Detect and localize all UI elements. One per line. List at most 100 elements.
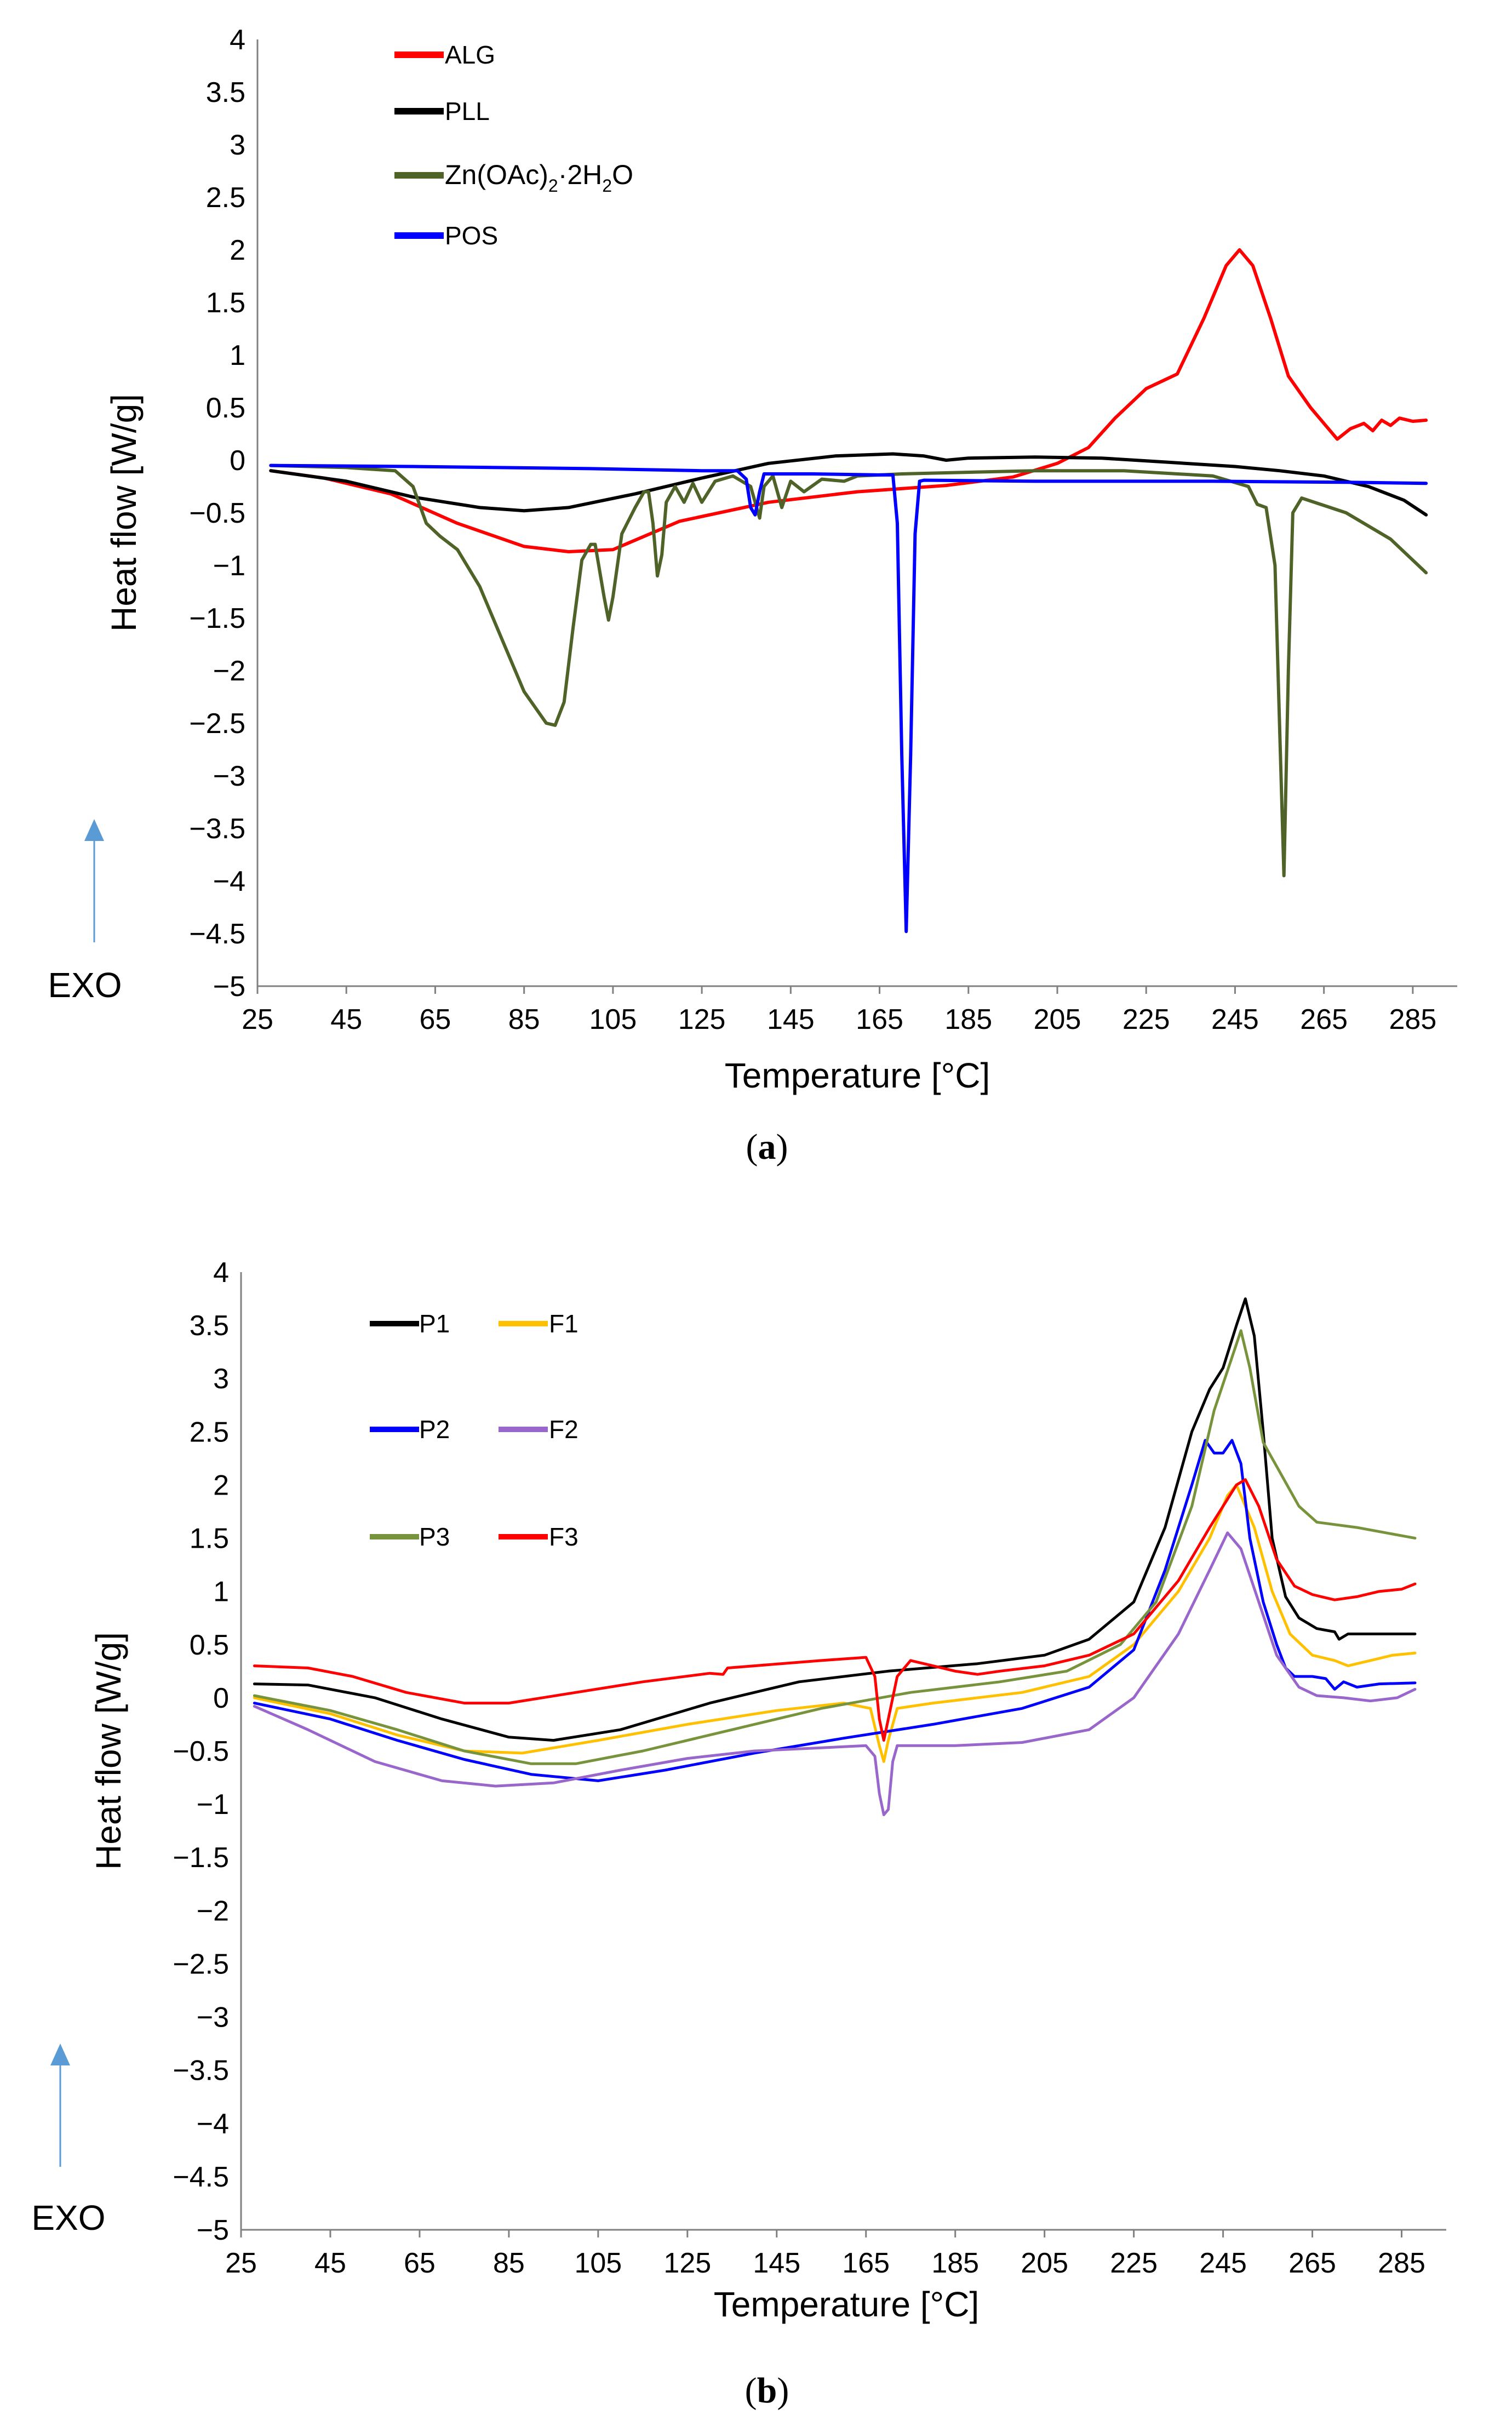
y-tick-label: −1 [213, 550, 245, 582]
y-tick-label: 3.5 [190, 1310, 229, 1342]
y-tick-label: −2 [213, 655, 245, 687]
legend-label-f1: F1 [549, 1309, 579, 1338]
y-tick-label: −2.5 [173, 1948, 229, 1980]
y-tick-label: 2 [230, 234, 245, 266]
y-tick-label: 1 [230, 340, 245, 371]
y-tick-label: −1.5 [173, 1842, 229, 1874]
x-axis-label-b: Temperature [°C] [714, 2285, 979, 2324]
y-tick-label: 2.5 [190, 1416, 229, 1448]
x-tick-label: 65 [420, 1004, 451, 1035]
y-ticks-b: 4 3.5 3 2.5 2 1.5 1 0.5 0 −0.5 −1 −1.5 −2 −2.5 −3 −3.5 −… [173, 1257, 229, 2246]
legend-label-p3: P3 [419, 1523, 450, 1551]
panel-a-chart: 4 3.5 3 2.5 2 1.5 1 0.5 0 −0.5 −1 −1.5 −2 −2.5 −3 −3.5 −… [48, 24, 1457, 1167]
y-tick-label: −3.5 [189, 813, 245, 845]
x-tick-label: 205 [1021, 2247, 1068, 2279]
panel-label-a: (a) [746, 1127, 788, 1167]
x-tick-label: 285 [1389, 1004, 1437, 1035]
x-tick-label: 125 [663, 2247, 711, 2279]
x-tick-label: 165 [856, 1004, 903, 1035]
x-axis-label-a: Temperature [°C] [725, 1056, 990, 1095]
legend-label-zinc-acetate: Zn(OAc)2·2H2O [445, 159, 633, 196]
legend-label-p2: P2 [419, 1415, 450, 1444]
y-tick-label: 1.5 [190, 1523, 229, 1555]
y-tick-label: 3 [230, 129, 245, 161]
y-tick-label: −1.5 [189, 603, 245, 634]
y-tick-label: −4 [213, 866, 245, 897]
series-line-f1 [253, 1483, 1417, 1763]
y-tick-label: 0 [213, 1682, 229, 1714]
x-tick-label: 65 [404, 2247, 436, 2279]
exo-label-b: EXO [31, 2198, 105, 2237]
y-axis-label-b: Heat flow [W/g] [89, 1632, 128, 1870]
x-tick-label: 285 [1378, 2247, 1425, 2279]
y-tick-label: 1 [213, 1576, 229, 1608]
panel-label-b: (b) [745, 2371, 789, 2411]
y-tick-label: −0.5 [173, 1736, 229, 1767]
panel-letter-b: b [757, 2371, 777, 2411]
y-tick-label: −3.5 [173, 2055, 229, 2087]
series-line-pll [269, 452, 1428, 517]
y-tick-label: 1.5 [206, 287, 245, 319]
y-axis-label-a: Heat flow [W/g] [104, 394, 144, 632]
x-tick-label: 25 [225, 2247, 257, 2279]
series-line-p1 [253, 1297, 1417, 1742]
x-tick-label: 145 [753, 2247, 800, 2279]
legend-label-alg: ALG [445, 41, 495, 69]
y-tick-label: −4.5 [189, 918, 245, 950]
x-tick-label: 265 [1300, 1004, 1348, 1035]
y-tick-label: −5 [197, 2214, 229, 2246]
series-line-f2 [253, 1531, 1417, 1816]
y-tick-label: −4 [197, 2108, 229, 2140]
y-tick-label: −5 [213, 971, 245, 1003]
exo-arrowhead-a [84, 819, 104, 841]
panel-letter-a: a [758, 1127, 776, 1167]
zinc-label-sub2: 2 [602, 176, 612, 196]
x-tick-label: 185 [944, 1004, 992, 1035]
series-line-pos [269, 463, 1428, 934]
legend-label-pos: POS [445, 221, 498, 250]
y-tick-label: 3 [213, 1363, 229, 1395]
exo-arrowhead-b [50, 2044, 70, 2065]
x-tick-label: 45 [330, 1004, 362, 1035]
series-line-p2 [253, 1439, 1417, 1782]
y-tick-label: 2 [213, 1469, 229, 1501]
x-tick-label: 85 [493, 2247, 525, 2279]
y-tick-label: 0.5 [190, 1629, 229, 1661]
zinc-label-main: Zn(OAc) [445, 159, 548, 190]
series-group-b [253, 1297, 1417, 1816]
x-ticks-b: 25 45 65 85 105 125 145 165 185 205 225 245 265 285 [225, 2230, 1425, 2279]
series-line-f3 [253, 1478, 1417, 1742]
x-tick-label: 225 [1110, 2247, 1158, 2279]
zinc-label-end: O [612, 159, 633, 190]
legend-b: P1 F1 P2 F2 P3 F3 [370, 1309, 579, 1551]
legend-label-f3: F3 [549, 1523, 579, 1551]
x-tick-label: 25 [242, 1004, 273, 1035]
legend-label-p1: P1 [419, 1309, 450, 1338]
x-tick-label: 245 [1199, 2247, 1247, 2279]
y-tick-label: −0.5 [189, 497, 245, 529]
y-tick-label: −2.5 [189, 708, 245, 740]
x-tick-label: 185 [931, 2247, 979, 2279]
x-tick-label: 145 [767, 1004, 815, 1035]
zinc-label-sub1: 2 [548, 176, 558, 196]
legend-a: ALG PLL Zn(OAc)2·2H2O POS [394, 41, 633, 250]
y-tick-label: 4 [230, 24, 245, 56]
y-tick-label: 0.5 [206, 392, 245, 424]
x-ticks-a: 25 45 65 85 105 125 145 165 185 205 225 245 265 285 [242, 986, 1436, 1035]
y-tick-label: −3 [213, 760, 245, 792]
x-tick-label: 105 [589, 1004, 637, 1035]
exo-label-a: EXO [48, 965, 122, 1005]
y-ticks-a: 4 3.5 3 2.5 2 1.5 1 0.5 0 −0.5 −1 −1.5 −2 −2.5 −3 −3.5 −… [189, 24, 245, 1003]
x-tick-label: 265 [1288, 2247, 1336, 2279]
series-group-a [269, 248, 1428, 934]
y-tick-label: 3.5 [206, 77, 245, 108]
y-tick-label: −4.5 [173, 2161, 229, 2193]
x-tick-label: 105 [574, 2247, 622, 2279]
x-tick-label: 245 [1211, 1004, 1259, 1035]
y-tick-label: 2.5 [206, 182, 245, 214]
y-tick-label: −1 [197, 1789, 229, 1821]
series-line-alg [269, 248, 1428, 553]
x-tick-label: 45 [314, 2247, 346, 2279]
panel-b-chart: 4 3.5 3 2.5 2 1.5 1 0.5 0 −0.5 −1 −1.5 −2 −2.5 −3 −3.5 −… [31, 1257, 1446, 2411]
